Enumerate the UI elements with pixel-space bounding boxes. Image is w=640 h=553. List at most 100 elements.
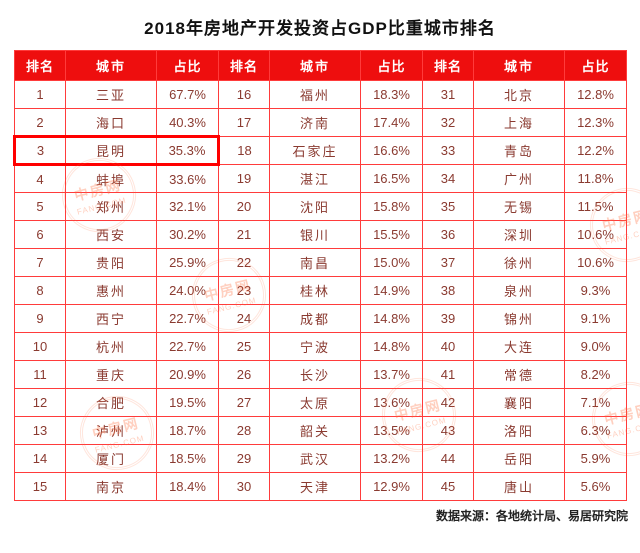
cell-city: 青岛 [473,136,565,165]
cell-pct: 40.3% [156,108,219,137]
cell-city: 徐州 [473,248,565,277]
cell-city: 泸州 [65,416,157,445]
cell-pct: 9.3% [564,276,627,305]
column-header-pct: 占比 [564,50,627,81]
cell-city: 岳阳 [473,444,565,473]
cell-rank: 28 [218,416,270,445]
cell-pct: 13.5% [360,416,423,445]
table-row: 8 惠州 24.0% 23 桂林 14.9% 38 泉州 9.3% [14,276,627,305]
cell-pct: 5.9% [564,444,627,473]
cell-city: 无锡 [473,192,565,221]
cell-rank: 17 [218,108,270,137]
table-row: 13 泸州 18.7% 28 韶关 13.5% 43 洛阳 6.3% [14,416,627,445]
cell-rank: 9 [14,304,66,333]
column-header-city: 城市 [473,50,565,81]
cell-city: 沈阳 [269,192,361,221]
cell-rank: 34 [422,164,474,193]
cell-pct: 12.3% [564,108,627,137]
cell-rank: 7 [14,248,66,277]
cell-rank: 23 [218,276,270,305]
table-row: 7 贵阳 25.9% 22 南昌 15.0% 37 徐州 10.6% [14,248,627,277]
column-header-city: 城市 [269,50,361,81]
cell-pct: 32.1% [156,192,219,221]
cell-city: 杭州 [65,332,157,361]
cell-pct: 5.6% [564,472,627,501]
cell-pct: 12.8% [564,80,627,109]
cell-city: 广州 [473,164,565,193]
cell-rank: 25 [218,332,270,361]
cell-rank: 40 [422,332,474,361]
cell-city: 西宁 [65,304,157,333]
cell-rank: 35 [422,192,474,221]
cell-pct: 11.8% [564,164,627,193]
cell-city: 上海 [473,108,565,137]
cell-rank: 20 [218,192,270,221]
cell-rank: 14 [14,444,66,473]
cell-rank: 44 [422,444,474,473]
cell-city: 大连 [473,332,565,361]
cell-city: 海口 [65,108,157,137]
column-header-city: 城市 [65,50,157,81]
cell-pct: 17.4% [360,108,423,137]
cell-pct: 18.3% [360,80,423,109]
cell-city: 石家庄 [269,136,361,165]
cell-city: 福州 [269,80,361,109]
cell-city: 成都 [269,304,361,333]
cell-rank: 10 [14,332,66,361]
cell-pct: 10.6% [564,248,627,277]
cell-pct: 13.2% [360,444,423,473]
cell-rank: 22 [218,248,270,277]
cell-rank: 5 [14,192,66,221]
cell-pct: 15.5% [360,220,423,249]
cell-rank: 8 [14,276,66,305]
cell-city: 锦州 [473,304,565,333]
cell-pct: 22.7% [156,304,219,333]
cell-city: 武汉 [269,444,361,473]
table-row: 4 蚌埠 33.6% 19 湛江 16.5% 34 广州 11.8% [14,164,627,193]
cell-pct: 22.7% [156,332,219,361]
page-title: 2018年房地产开发投资占GDP比重城市排名 [144,19,496,38]
cell-city: 襄阳 [473,388,565,417]
table-row: 14 厦门 18.5% 29 武汉 13.2% 44 岳阳 5.9% [14,444,627,473]
cell-pct: 16.6% [360,136,423,165]
cell-rank: 13 [14,416,66,445]
cell-city: 宁波 [269,332,361,361]
cell-rank: 31 [422,80,474,109]
cell-city: 洛阳 [473,416,565,445]
cell-rank: 37 [422,248,474,277]
cell-city: 天津 [269,472,361,501]
cell-pct: 25.9% [156,248,219,277]
table-row: 15 南京 18.4% 30 天津 12.9% 45 唐山 5.6% [14,472,627,501]
cell-rank: 38 [422,276,474,305]
cell-rank: 3 [13,135,66,166]
cell-pct: 14.8% [360,304,423,333]
cell-pct: 13.7% [360,360,423,389]
table-row: 6 西安 30.2% 21 银川 15.5% 36 深圳 10.6% [14,220,627,249]
cell-rank: 12 [14,388,66,417]
cell-rank: 21 [218,220,270,249]
cell-pct: 18.5% [156,444,219,473]
cell-city: 南京 [65,472,157,501]
cell-city: 郑州 [65,192,157,221]
cell-rank: 6 [14,220,66,249]
cell-rank: 27 [218,388,270,417]
cell-rank: 41 [422,360,474,389]
cell-pct: 7.1% [564,388,627,417]
cell-rank: 45 [422,472,474,501]
ranking-table-body: 1 三亚 67.7% 16 福州 18.3% 31 北京 12.8% 2 海口 40.3% 17 济南 17… [13,80,627,501]
data-source-note: 数据来源：各地统计局、易居研究院 [435,509,628,523]
table-row: 9 西宁 22.7% 24 成都 14.8% 39 锦州 9.1% [14,304,627,333]
cell-pct: 35.3% [156,135,220,166]
cell-rank: 30 [218,472,270,501]
cell-city: 厦门 [65,444,157,473]
cell-pct: 15.0% [360,248,423,277]
cell-city: 韶关 [269,416,361,445]
column-header-rank: 排名 [218,50,270,81]
cell-city: 深圳 [473,220,565,249]
cell-rank: 42 [422,388,474,417]
cell-city: 三亚 [65,80,157,109]
cell-pct: 16.5% [360,164,423,193]
cell-city: 南昌 [269,248,361,277]
cell-pct: 67.7% [156,80,219,109]
